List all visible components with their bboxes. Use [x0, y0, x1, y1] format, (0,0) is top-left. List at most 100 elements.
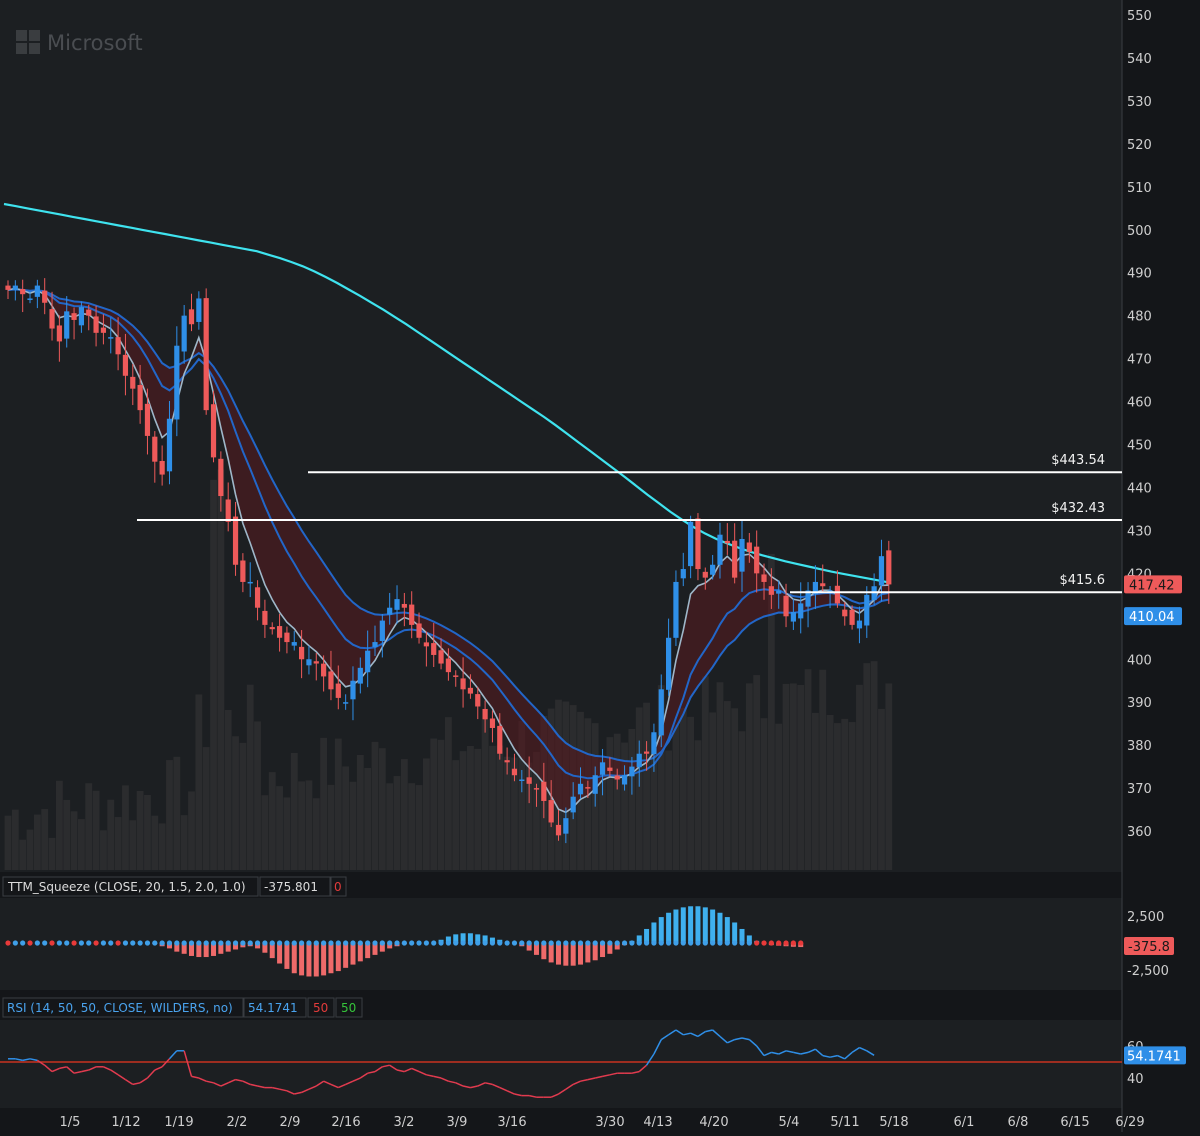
candle-body	[438, 650, 444, 664]
candle-body	[93, 316, 99, 333]
volume-bar	[92, 790, 100, 870]
volume-bar	[804, 669, 812, 870]
volume-bar	[701, 676, 709, 870]
rsi-segment	[866, 1050, 875, 1056]
candle-body	[636, 753, 642, 768]
date-tick-label: 2/2	[227, 1115, 248, 1130]
squeeze-bar	[203, 943, 209, 958]
price-tick-label: 510	[1127, 181, 1152, 196]
squeeze-value-tag	[1124, 937, 1174, 955]
volume-bar	[731, 708, 739, 870]
rsi-segment	[396, 1069, 405, 1073]
volume-bar	[635, 707, 643, 870]
rsi-segment	[374, 1066, 383, 1073]
rsi-segment	[470, 1085, 478, 1089]
squeeze-dot	[732, 940, 738, 946]
squeeze-bar	[321, 943, 327, 976]
date-tick-label: 5/4	[779, 1115, 800, 1130]
squeeze-dot	[181, 940, 187, 946]
date-tick-label: 1/12	[111, 1115, 140, 1130]
rsi-segment	[404, 1067, 412, 1073]
squeeze-bar	[746, 935, 752, 943]
volume-bar	[445, 717, 452, 870]
date-tick-label: 3/2	[394, 1115, 415, 1130]
volume-bar	[782, 683, 790, 870]
resistance-lines: $443.54 $432.43 $415.6	[137, 453, 1122, 594]
date-tick-label: 2/16	[331, 1115, 360, 1130]
rsi-segment	[359, 1072, 369, 1079]
date-tick-label: 3/30	[595, 1115, 624, 1130]
squeeze-dot	[475, 940, 481, 946]
squeeze-dot	[174, 940, 180, 946]
squeeze-dot	[754, 940, 760, 946]
volume-bar	[268, 772, 276, 870]
squeeze-bar	[702, 907, 708, 943]
volume-bar	[129, 820, 137, 870]
price-tick-label: 370	[1127, 782, 1152, 797]
squeeze-bar	[365, 943, 371, 959]
candle-body	[313, 661, 319, 664]
squeeze-bar	[592, 943, 598, 961]
volume-bar	[408, 783, 416, 870]
rsi-segment	[73, 1070, 82, 1074]
rsi-segment	[168, 1050, 178, 1060]
rsi-header[interactable]: RSI (14, 50, 50, CLOSE, WILDERS, no) 54.…	[2, 997, 363, 1018]
squeeze-dot	[526, 940, 532, 946]
squeeze-dot	[746, 940, 752, 946]
rsi-segment	[242, 1080, 251, 1086]
candle-body	[357, 667, 363, 684]
squeeze-dot	[159, 940, 165, 946]
squeeze-dot	[739, 940, 745, 946]
rsi-segment	[29, 1058, 38, 1062]
candle-body	[842, 609, 848, 617]
volume-bar	[826, 714, 834, 870]
candle-body	[621, 775, 628, 785]
squeeze-dot	[100, 940, 107, 946]
volume-bar	[85, 783, 93, 870]
squeeze-bar	[644, 928, 650, 943]
volume-bar	[305, 780, 313, 870]
candle-body	[695, 518, 701, 570]
squeeze-header[interactable]: TTM_Squeeze (CLOSE, 20, 1.5, 2.0, 1.0) -…	[2, 876, 347, 897]
squeeze-dot	[27, 940, 33, 946]
rsi-segment	[645, 1053, 655, 1066]
squeeze-dot	[188, 940, 195, 946]
rsi-segment	[36, 1059, 46, 1066]
rsi-segment	[727, 1038, 735, 1044]
volume-bar	[767, 553, 775, 870]
squeeze-bar	[233, 943, 239, 950]
rsi-segment	[235, 1078, 244, 1082]
rsi-segment	[272, 1086, 280, 1090]
squeeze-bar	[387, 943, 393, 949]
squeeze-bar	[277, 943, 283, 964]
rsi-segment	[683, 1032, 691, 1036]
squeeze-dot	[460, 940, 466, 946]
candle-body	[232, 516, 239, 565]
squeeze-dot	[445, 940, 451, 946]
candle-body	[768, 586, 774, 595]
rsi-segment	[558, 1088, 567, 1095]
rsi-segment	[800, 1051, 809, 1055]
rsi-segment	[103, 1066, 112, 1071]
volume-bar	[41, 809, 49, 870]
squeeze-bar	[196, 943, 202, 958]
squeeze-dot	[387, 940, 393, 946]
rsi-segment	[161, 1058, 171, 1068]
squeeze-dot	[328, 940, 334, 946]
candle-body	[86, 309, 92, 316]
candle-body	[651, 732, 657, 755]
squeeze-dot	[790, 940, 796, 946]
candle-body	[563, 818, 569, 834]
rsi-segment	[697, 1030, 706, 1038]
candle-body	[688, 521, 694, 567]
candle-body	[577, 783, 584, 795]
volume-bar	[870, 661, 878, 870]
volume-bar	[107, 799, 115, 870]
date-tick-label: 1/5	[60, 1115, 81, 1130]
squeeze-dot	[710, 940, 716, 946]
squeeze-bar	[658, 917, 664, 943]
rsi-segment	[257, 1085, 266, 1089]
rsi-segment	[785, 1050, 794, 1054]
volume-bar	[650, 734, 658, 870]
candle-body	[717, 534, 723, 565]
